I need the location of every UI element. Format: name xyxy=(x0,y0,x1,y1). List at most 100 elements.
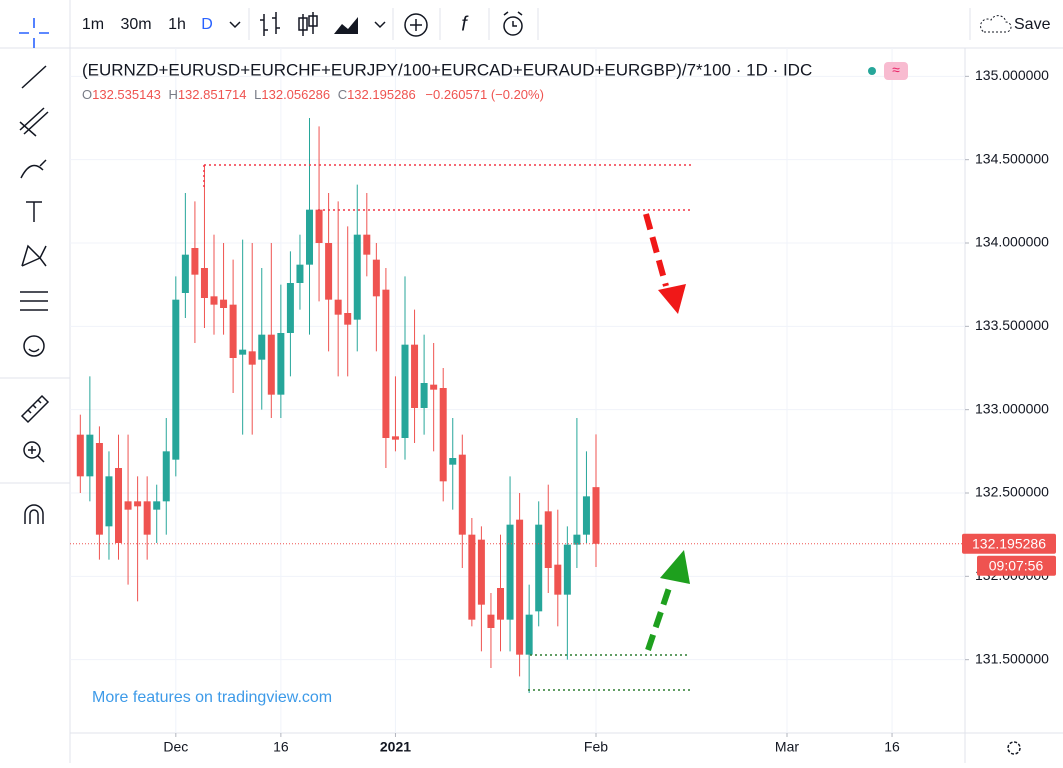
candle-body xyxy=(258,334,266,360)
interval-button[interactable]: 1h xyxy=(168,16,186,33)
candle-body xyxy=(391,436,399,440)
candle-body xyxy=(458,454,466,535)
status-dot xyxy=(868,67,876,75)
legend-label: O xyxy=(82,87,92,102)
bars-icon[interactable] xyxy=(260,12,280,36)
candle-body xyxy=(239,349,247,355)
overlay: (EURNZD+EURUSD+EURCHF+EURJPY/100+EURCAD+… xyxy=(82,60,1056,755)
y-tick-label: 132.500000 xyxy=(975,484,1049,500)
pattern-tool[interactable] xyxy=(21,244,47,267)
x-tick-label: Feb xyxy=(584,739,608,755)
candle-body xyxy=(372,259,380,297)
area-icon[interactable] xyxy=(334,17,358,34)
candle-body xyxy=(86,434,94,477)
candle-body xyxy=(229,304,237,358)
candle-body xyxy=(401,344,409,438)
ruler-tool[interactable] xyxy=(20,394,50,424)
candle-body xyxy=(191,248,199,275)
interval-button[interactable]: 1m xyxy=(82,16,104,33)
candle-body xyxy=(506,524,514,620)
candle-body xyxy=(382,289,390,438)
candle-body xyxy=(115,468,123,543)
candle-body xyxy=(487,614,495,628)
last-price-badge xyxy=(962,533,1056,554)
ohlc-legend: O132.535143 H132.851714 L132.056286 C132… xyxy=(82,87,544,102)
candle-body xyxy=(449,458,457,465)
candle-body xyxy=(315,209,323,243)
candle-body xyxy=(497,588,505,620)
resistance-line xyxy=(203,164,692,190)
candle-body xyxy=(162,451,170,502)
candle-body xyxy=(105,476,113,527)
interval-button[interactable]: 30m xyxy=(120,16,151,33)
x-tick-label: 16 xyxy=(273,739,289,755)
watermark-link[interactable]: More features on tradingview.com xyxy=(92,689,332,706)
crosshair-tool[interactable] xyxy=(19,18,49,48)
candle-body xyxy=(582,496,590,535)
last-price-label: 132.195286 xyxy=(972,535,1046,551)
candle-body xyxy=(344,313,352,325)
candle-body xyxy=(220,299,228,308)
y-tick-label: 133.500000 xyxy=(975,317,1049,333)
zoom-tool[interactable] xyxy=(23,441,41,459)
data-problem-icon[interactable] xyxy=(884,62,908,80)
legend-value: 132.851714 xyxy=(178,87,247,102)
legend-value: 132.195286 xyxy=(347,87,416,102)
candle-body xyxy=(200,268,208,298)
emoji-tool[interactable] xyxy=(23,335,45,357)
brush-tool[interactable] xyxy=(20,159,47,179)
legend-label: H xyxy=(168,87,177,102)
left-toolbar xyxy=(0,18,70,524)
candle-body xyxy=(277,333,285,395)
interval-button[interactable]: D xyxy=(201,16,213,33)
candle-body xyxy=(420,383,428,408)
legend-label: L xyxy=(254,87,261,102)
legend-value: 132.535143 xyxy=(92,87,161,102)
candle-body xyxy=(76,434,84,477)
magnet-tool[interactable] xyxy=(24,504,44,524)
x-tick-label: 16 xyxy=(884,739,900,755)
candle-body xyxy=(334,299,342,315)
candle-body xyxy=(286,283,294,333)
settings-icon[interactable] xyxy=(1007,741,1021,755)
candle-body xyxy=(468,534,476,620)
x-tick-label: 2021 xyxy=(380,739,411,755)
fib-tool[interactable] xyxy=(19,107,49,137)
x-tick-label: Dec xyxy=(163,739,188,755)
zoom-plus xyxy=(28,446,45,463)
y-tick-label: 134.500000 xyxy=(975,150,1049,166)
drawings xyxy=(203,164,692,691)
candle-body xyxy=(363,234,371,255)
y-tick-label: 131.500000 xyxy=(975,650,1049,666)
cloud-icon[interactable] xyxy=(980,15,1012,33)
candle-body xyxy=(544,511,552,568)
candles-icon[interactable] xyxy=(298,12,318,36)
x-tick-label: Mar xyxy=(775,739,799,755)
text-tool[interactable] xyxy=(26,201,42,222)
candle-body xyxy=(353,234,361,320)
candle-body xyxy=(516,519,524,655)
indicators-icon[interactable]: f xyxy=(461,13,469,35)
forecast-tool[interactable] xyxy=(20,291,48,311)
compare-icon[interactable] xyxy=(404,13,428,37)
candle-body xyxy=(172,299,180,460)
countdown-label: 09:07:56 xyxy=(989,557,1044,573)
candle-body xyxy=(267,334,275,395)
candle-body xyxy=(477,539,485,605)
save-button[interactable]: Save xyxy=(1014,16,1051,33)
dropdown-caret[interactable] xyxy=(374,21,386,29)
dropdown-caret[interactable] xyxy=(229,21,241,29)
candle-body xyxy=(525,614,533,655)
alert-hands xyxy=(503,11,523,27)
candle-body xyxy=(153,501,161,510)
alert-icon[interactable] xyxy=(503,16,523,36)
chart-title: (EURNZD+EURUSD+EURCHF+EURJPY/100+EURCAD+… xyxy=(82,60,812,79)
trendline-tool[interactable] xyxy=(21,65,47,89)
candle-body xyxy=(554,564,562,595)
candle-body xyxy=(439,388,447,482)
emoji-smile xyxy=(28,348,40,353)
compare-plus[interactable] xyxy=(410,19,422,31)
candle-body xyxy=(296,264,304,283)
candle-body xyxy=(535,524,543,612)
